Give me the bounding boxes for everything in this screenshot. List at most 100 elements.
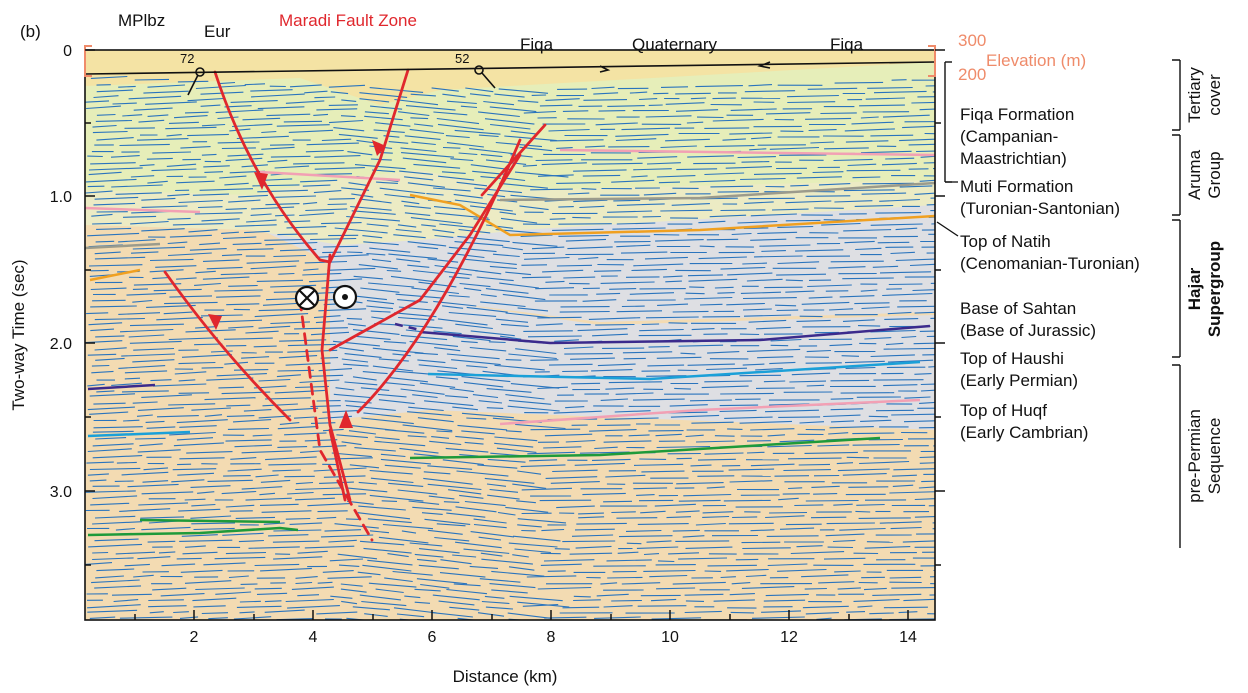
- elevation-scale: [944, 61, 952, 183]
- reflector-stroke: [777, 568, 827, 572]
- reflector-stroke: [646, 375, 687, 377]
- reflector-stroke: [135, 437, 166, 440]
- reflector-stroke: [706, 486, 725, 489]
- reflector-stroke: [178, 392, 210, 394]
- reflector-stroke: [252, 434, 273, 437]
- reflector-stroke: [193, 605, 226, 608]
- reflector-stroke: [714, 286, 734, 289]
- label-fiqa-left: Fiqa: [520, 35, 554, 54]
- reflector-stroke: [167, 217, 191, 220]
- reflector-stroke: [399, 170, 433, 175]
- reflector-stroke: [805, 117, 852, 120]
- reflector-stroke: [702, 515, 730, 518]
- reflector-stroke: [362, 235, 383, 239]
- reflector-stroke: [808, 296, 833, 299]
- reflector-stroke: [537, 586, 592, 590]
- reflector-stroke: [241, 450, 293, 454]
- reflector-stroke: [96, 89, 133, 93]
- reflector-stroke: [319, 481, 354, 484]
- reflector-stroke: [636, 546, 679, 549]
- reflector-stroke: [750, 463, 795, 467]
- reflector-stroke: [407, 241, 447, 247]
- reflector-stroke: [463, 287, 482, 292]
- reflector-stroke: [248, 546, 300, 549]
- reflector-stroke: [87, 353, 117, 356]
- reflector-stroke: [303, 268, 319, 271]
- reflector-stroke: [550, 139, 604, 142]
- reflector-stroke: [407, 411, 452, 417]
- reflector-stroke: [483, 100, 515, 106]
- reflector-stroke: [423, 477, 473, 485]
- reflector-stroke: [357, 571, 381, 576]
- reflector-stroke: [767, 563, 808, 567]
- reflector-stroke: [883, 606, 928, 609]
- reflector-stroke: [489, 488, 519, 493]
- reflector-stroke: [449, 606, 480, 611]
- reflector-stroke: [785, 290, 815, 293]
- reflector-stroke: [808, 129, 837, 132]
- horizon-fiqa-name: Fiqa Formation: [960, 105, 1074, 124]
- x-tick: 10: [661, 629, 679, 646]
- reflector-stroke: [502, 246, 523, 251]
- reflector-stroke: [921, 480, 935, 483]
- reflector-stroke: [349, 464, 380, 469]
- reflector-stroke: [179, 539, 233, 542]
- reflector-stroke: [729, 593, 755, 596]
- reflector-stroke: [201, 153, 217, 156]
- reflector-stroke: [859, 104, 905, 107]
- reflector-stroke: [742, 262, 768, 265]
- reflector-stroke: [92, 130, 128, 134]
- reflector-stroke: [327, 576, 372, 579]
- reflector-stroke: [605, 474, 646, 478]
- reflector-stroke: [180, 569, 223, 573]
- reflector-stroke: [404, 135, 441, 140]
- reflector-stroke: [428, 495, 455, 500]
- reflector-stroke: [141, 394, 192, 398]
- reflector-stroke: [313, 315, 341, 319]
- reflector-stroke: [777, 261, 820, 265]
- reflector-stroke: [85, 490, 136, 493]
- reflector-stroke: [558, 223, 612, 225]
- reflector-stroke: [277, 426, 318, 430]
- reflector-stroke: [94, 347, 127, 351]
- reflector-stroke: [743, 314, 792, 317]
- reflector-stroke: [232, 419, 272, 423]
- reflector-stroke: [753, 172, 802, 175]
- reflector-stroke: [226, 415, 255, 417]
- x-tick: 4: [309, 629, 318, 646]
- reflector-stroke: [459, 494, 484, 499]
- reflector-stroke: [707, 351, 740, 354]
- reflector-stroke: [600, 398, 629, 401]
- axis-ticks: [85, 49, 945, 620]
- reflector-stroke: [632, 398, 685, 401]
- reflector-stroke: [616, 310, 663, 313]
- reflector-stroke: [722, 138, 746, 141]
- reflector-stroke: [553, 410, 602, 414]
- reflector-stroke: [508, 566, 535, 571]
- reflector-stroke: [535, 287, 575, 290]
- reflector-stroke: [558, 206, 574, 208]
- reflector-stroke: [88, 322, 123, 326]
- reflector-stroke: [92, 495, 138, 500]
- reflector-stroke: [683, 493, 732, 497]
- reflector-stroke: [92, 557, 134, 561]
- reflector-stroke: [719, 404, 759, 407]
- reflector-stroke: [530, 359, 559, 361]
- reflector-stroke: [558, 234, 609, 237]
- reflector-stroke: [229, 128, 251, 132]
- reflector-stroke: [470, 205, 513, 212]
- reflector-stroke: [364, 613, 388, 617]
- reflector-stroke: [369, 469, 413, 475]
- reflector-stroke: [241, 356, 270, 359]
- reflector-stroke: [310, 237, 357, 241]
- reflector-stroke: [833, 158, 873, 162]
- reflector-stroke: [380, 458, 431, 465]
- reflector-stroke: [621, 582, 661, 585]
- reflector-stroke: [89, 479, 107, 482]
- reflector-stroke: [378, 536, 429, 544]
- pink-horizon-lower: [499, 398, 921, 426]
- reflector-stroke: [804, 587, 827, 590]
- reflector-stroke: [320, 534, 374, 538]
- reflector-stroke: [239, 611, 255, 614]
- reflector-stroke: [404, 212, 431, 216]
